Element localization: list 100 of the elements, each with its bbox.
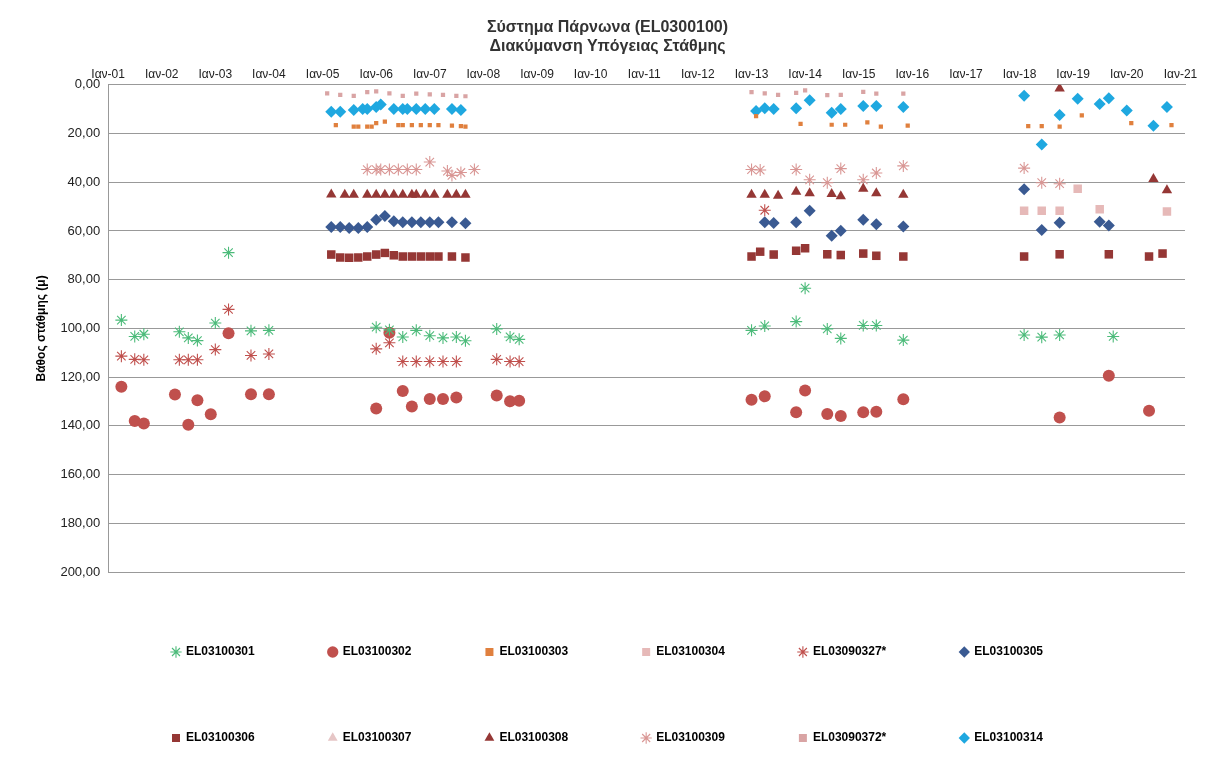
point <box>746 188 757 198</box>
point <box>172 325 186 339</box>
point <box>434 252 443 261</box>
point <box>1102 92 1115 105</box>
point <box>1073 184 1082 194</box>
point <box>442 188 453 198</box>
point <box>436 123 441 128</box>
point <box>1053 109 1066 122</box>
point <box>463 124 468 129</box>
point <box>1102 369 1115 382</box>
point <box>744 323 759 337</box>
point <box>244 388 257 401</box>
y-tick-label: 60,00 <box>67 222 101 238</box>
point <box>513 394 526 407</box>
point <box>758 390 771 403</box>
point <box>172 353 186 367</box>
point <box>414 91 419 96</box>
point <box>1095 205 1104 214</box>
x-tick-label: Ιαν-04 <box>252 66 287 81</box>
point <box>398 252 408 261</box>
point <box>447 252 457 261</box>
point <box>821 407 834 420</box>
point <box>221 246 236 260</box>
point <box>451 188 462 198</box>
point <box>1104 250 1114 259</box>
legend-label: EL03100301 <box>185 644 256 659</box>
point <box>803 204 816 217</box>
point <box>503 330 517 344</box>
point <box>857 406 870 419</box>
point <box>896 333 910 347</box>
point <box>1093 215 1106 228</box>
point <box>749 89 754 95</box>
point <box>244 348 258 362</box>
point <box>804 187 815 197</box>
point <box>191 394 204 407</box>
point <box>362 188 373 198</box>
point <box>396 330 410 344</box>
x-tick-label: Ιαν-07 <box>412 66 447 81</box>
point <box>181 331 195 345</box>
point <box>1018 183 1031 196</box>
point <box>397 188 408 198</box>
point <box>897 100 910 113</box>
point <box>825 106 838 119</box>
point <box>352 222 365 235</box>
point <box>181 353 195 367</box>
legend-label: EL03090327* <box>812 644 887 659</box>
point <box>899 252 908 261</box>
legend-label: EL03100304 <box>656 644 726 659</box>
point <box>1035 223 1048 236</box>
legend-label: EL03100303 <box>499 644 569 659</box>
point <box>461 253 470 262</box>
point <box>128 352 142 366</box>
point <box>856 318 870 333</box>
point <box>835 190 846 200</box>
point <box>901 91 906 96</box>
legend-label: EL03090372* <box>812 730 887 745</box>
legend-label: EL03100314 <box>974 730 1044 745</box>
point <box>825 229 838 242</box>
point <box>407 252 417 261</box>
point <box>334 105 347 118</box>
point <box>436 354 450 369</box>
point <box>137 327 151 341</box>
point <box>369 163 383 177</box>
point <box>429 188 440 198</box>
point <box>799 384 812 397</box>
point <box>335 253 345 262</box>
point <box>1144 252 1154 261</box>
point <box>767 102 780 115</box>
point <box>1053 411 1066 424</box>
point <box>898 188 909 198</box>
point <box>758 203 772 217</box>
point <box>262 388 275 401</box>
point <box>823 250 832 259</box>
point <box>798 281 812 295</box>
point <box>428 102 441 115</box>
point <box>870 99 883 112</box>
point <box>856 173 870 187</box>
point <box>1055 206 1064 215</box>
point <box>1019 206 1029 215</box>
legend-label: EL03100307 <box>342 730 412 745</box>
point <box>208 316 222 330</box>
point <box>409 323 423 337</box>
point <box>221 302 236 316</box>
point <box>789 163 803 177</box>
point <box>369 320 383 334</box>
point <box>436 393 449 406</box>
x-tick-label: Ιαν-15 <box>841 66 876 81</box>
point <box>798 121 803 126</box>
point <box>859 249 868 258</box>
point <box>897 393 910 406</box>
point <box>396 385 409 398</box>
point <box>396 216 409 229</box>
point <box>388 188 400 198</box>
point <box>791 246 801 255</box>
point <box>1053 177 1067 191</box>
point <box>115 380 128 393</box>
point <box>747 252 756 261</box>
point <box>1018 89 1031 102</box>
x-tick-label: Ιαν-13 <box>734 66 769 81</box>
point <box>420 188 431 198</box>
